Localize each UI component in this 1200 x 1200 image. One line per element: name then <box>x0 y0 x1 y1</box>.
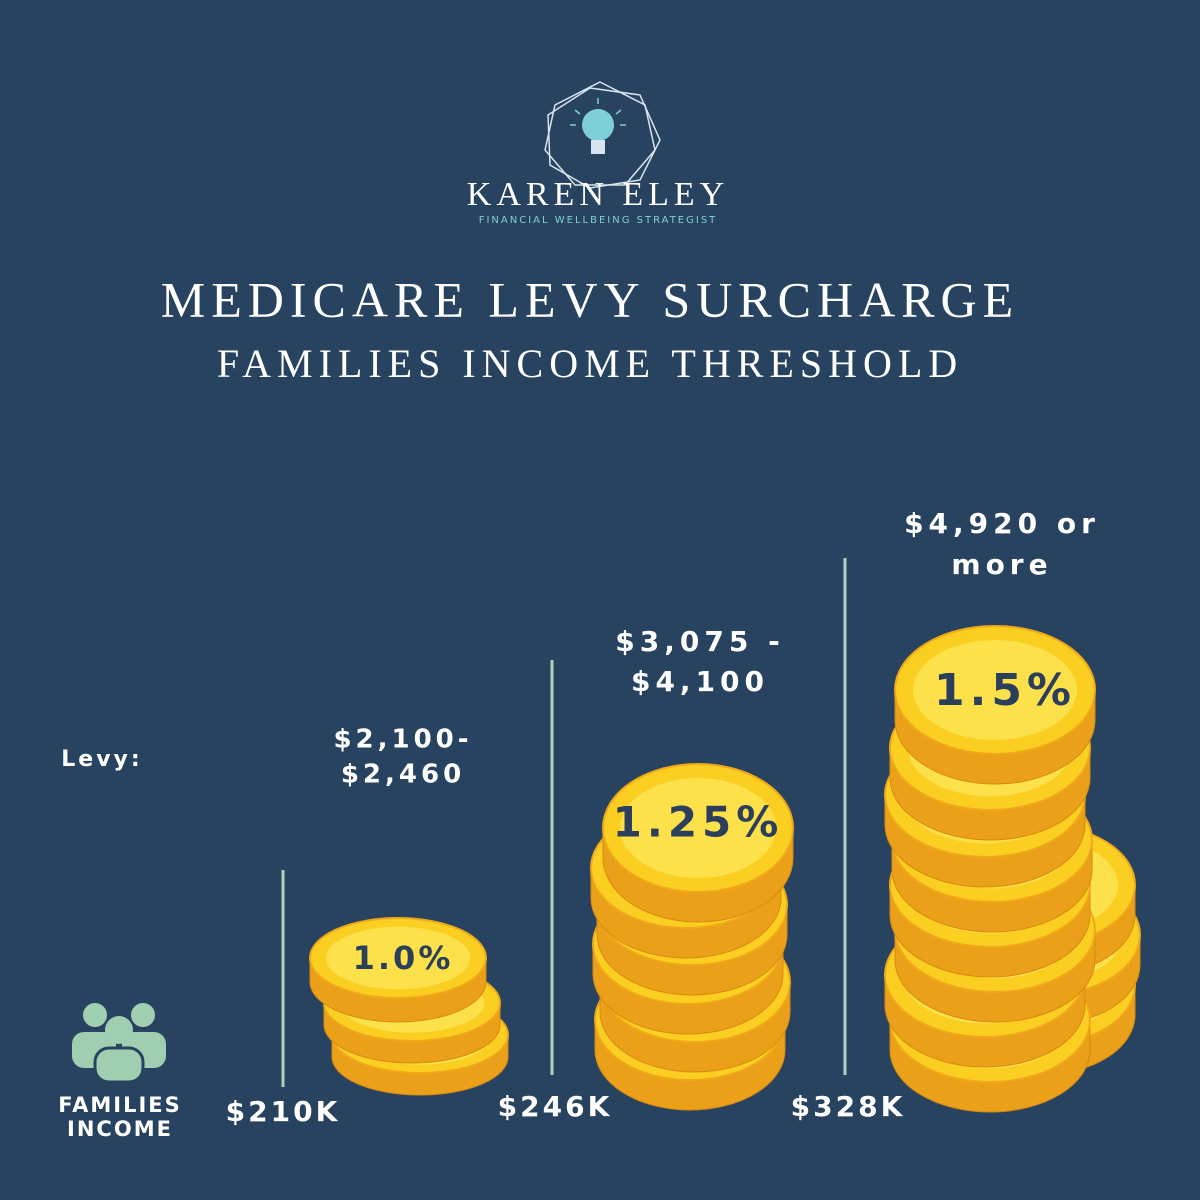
income-label: INCOME <box>67 1117 173 1141</box>
coin-part <box>325 926 471 990</box>
income-label: FAMILIES <box>58 1093 182 1117</box>
levy-amount: $3,075 - <box>615 625 784 658</box>
logo <box>544 81 661 189</box>
levy-amount: $2,100- <box>333 725 472 755</box>
title-line: MEDICARE LEVY SURCHARGE <box>161 271 1019 327</box>
title-line: FAMILIES INCOME THRESHOLD <box>217 341 963 386</box>
threshold: $246K <box>498 1090 613 1123</box>
coin-stacks <box>309 625 1141 1113</box>
rate: 1.0% <box>353 939 454 977</box>
rate: 1.25% <box>613 798 784 847</box>
levy-amount: $4,100 <box>631 665 769 698</box>
levy-label: Levy: <box>61 747 142 772</box>
coin-part <box>620 778 776 878</box>
brand-tagline: FINANCIAL WELLBEING STRATEGIST <box>479 215 718 226</box>
levy-amount: $2,460 <box>341 760 465 790</box>
threshold: $210K <box>226 1095 341 1128</box>
levy-amount: $4,920 or <box>904 507 1100 540</box>
threshold: $328K <box>791 1090 906 1123</box>
brand-name: KAREN ELEY <box>467 176 729 213</box>
family-icon <box>72 1003 166 1084</box>
dividers <box>281 558 847 1087</box>
coin-part <box>913 640 1077 740</box>
rate: 1.5% <box>934 665 1076 716</box>
levy-amount: more <box>951 548 1052 581</box>
